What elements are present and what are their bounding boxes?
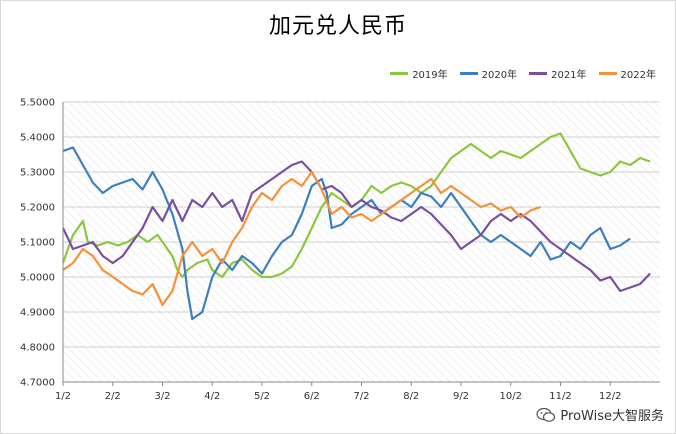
legend-item: 2020年	[459, 66, 518, 81]
watermark-text: ProWise大智服务	[560, 409, 664, 424]
y-tick-label: 4.9000	[20, 308, 55, 319]
series-line-2020年	[62, 146, 631, 321]
x-tick-label: 9/2	[453, 391, 469, 402]
x-tick-label: 10/2	[500, 391, 522, 402]
y-tick-label: 5.5000	[20, 98, 55, 109]
legend-label: 2022年	[620, 70, 656, 81]
chart-title: 加元兑人民币	[268, 14, 407, 39]
y-tick-label: 5.2000	[20, 203, 55, 214]
legend-label: 2021年	[551, 70, 587, 81]
x-tick-label: 4/2	[204, 391, 220, 402]
series-line-2019年	[61, 132, 651, 279]
legend-label: 2019年	[412, 70, 448, 81]
y-tick-label: 5.0000	[20, 273, 55, 284]
legend-item: 2021年	[529, 66, 587, 81]
x-tick-label: 3/2	[154, 391, 170, 402]
series-line-2022年	[62, 170, 541, 307]
x-tick-label: 7/2	[353, 391, 369, 402]
legend-label: 2020年	[481, 70, 518, 81]
legend-item: 2022年	[598, 66, 656, 81]
x-tick-label: 2/2	[105, 391, 121, 402]
legend-swatch	[390, 72, 409, 75]
x-tick-label: 6/2	[304, 391, 320, 402]
y-tick-label: 4.7000	[20, 378, 55, 389]
x-tick-label: 5/2	[254, 391, 270, 402]
legend-item: 2019年	[390, 66, 448, 81]
series-line-2021年	[62, 160, 651, 293]
y-tick-label: 5.3000	[20, 168, 55, 179]
y-axis-ticks: 4.7000 4.8000 4.9000 5.0000 5.1000 5.2000 5.30…	[20, 98, 55, 389]
legend-swatch	[529, 72, 548, 75]
y-tick-label: 5.4000	[20, 133, 55, 144]
x-tick-label: 11/2	[549, 391, 571, 402]
x-axis-ticks: 1/2 2/2 3/2 4/2 5/2 6/2 7/2 8/2 9/2 10/2 11/2 12/2	[55, 382, 621, 402]
series-group	[61, 132, 651, 321]
wechat-icon	[536, 407, 556, 423]
x-tick-label: 12/2	[599, 391, 621, 402]
watermark: ProWise大智服务	[536, 405, 664, 424]
x-tick-label: 8/2	[403, 391, 419, 402]
legend: 2019年 2020年 2021年 2022年	[390, 66, 656, 81]
y-tick-label: 5.1000	[20, 238, 55, 249]
x-tick-label: 1/2	[55, 391, 71, 402]
legend-swatch	[459, 72, 478, 75]
y-tick-label: 4.8000	[20, 343, 55, 354]
legend-swatch	[598, 72, 617, 75]
